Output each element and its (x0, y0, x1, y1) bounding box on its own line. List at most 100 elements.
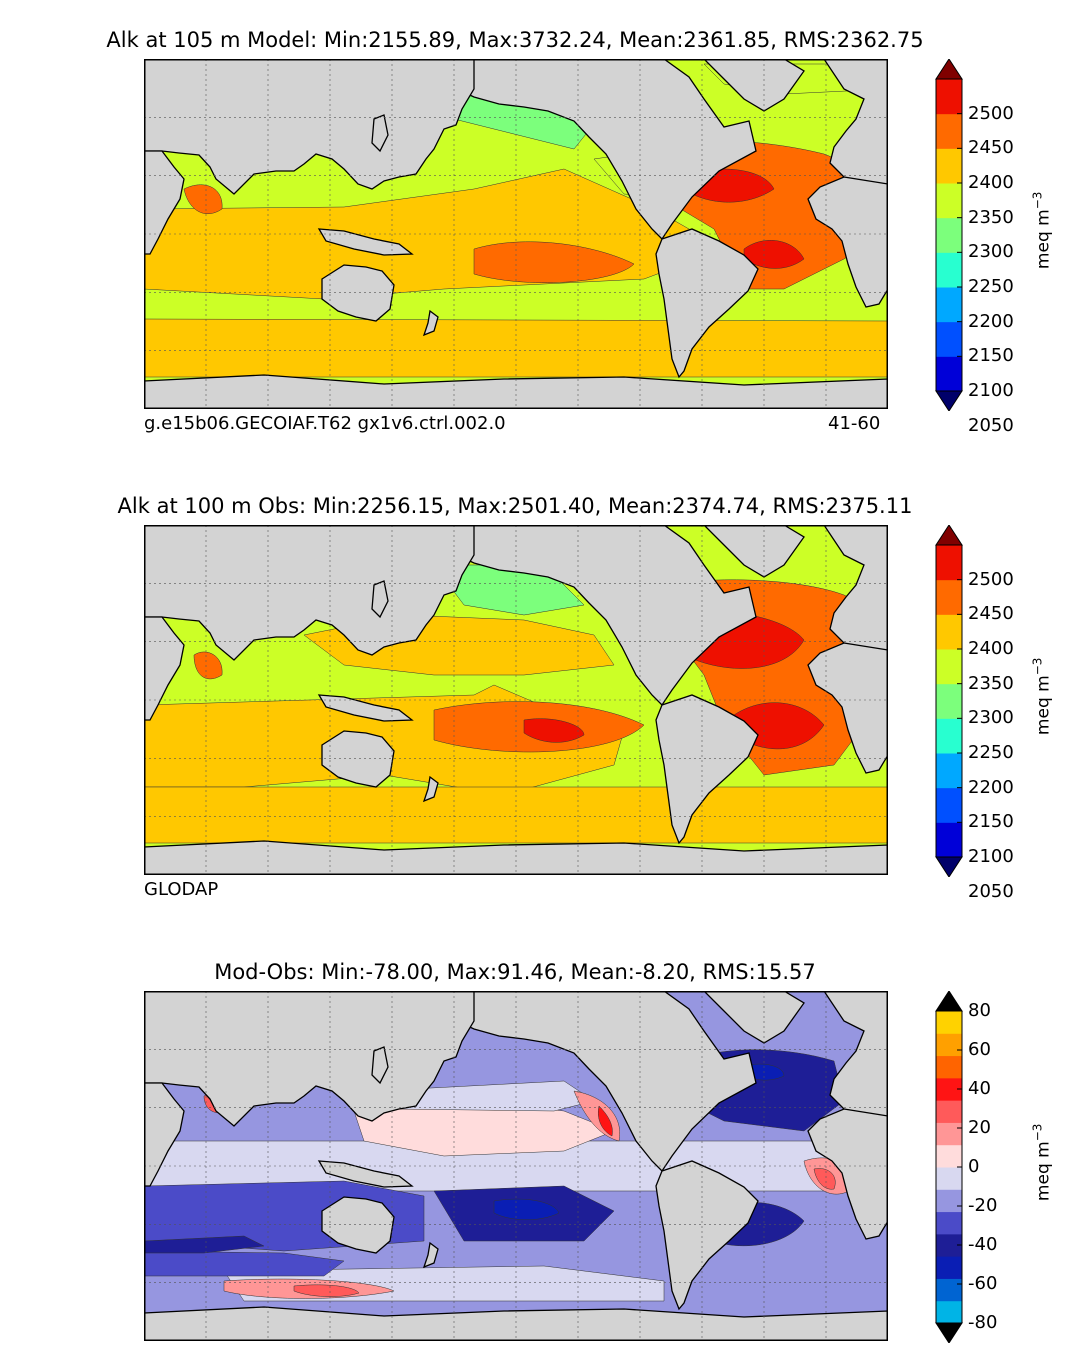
land-australia (321, 730, 395, 788)
land-greenland (703, 59, 805, 112)
panel-title: Alk at 100 m Obs: Min:2256.15, Max:2501.… (117, 494, 913, 518)
colorbar-unit-label: meq m−3 (1031, 180, 1054, 280)
colorbar-extend-min (935, 390, 963, 411)
colorbar-unit-text: meq m (1033, 1141, 1054, 1202)
land-africa (807, 1108, 888, 1240)
land-samerica (655, 228, 759, 379)
colorbar-segment (936, 614, 962, 650)
colorbar-tick-label: 2350 (968, 206, 1014, 228)
colorbar-tick-label: 2400 (968, 172, 1014, 193)
contour-region (293, 1284, 360, 1297)
land-africa (807, 642, 888, 774)
colorbar-model: 2500 2450 2400 2350 2300 2250 2200 2150 2100 2050… (930, 59, 1070, 436)
colorbar-tick-label: 2450 (968, 603, 1014, 625)
land-greenland (703, 991, 805, 1044)
ocean-map-model (144, 59, 888, 409)
colorbar-segment (936, 217, 962, 253)
land-europe (823, 991, 888, 1122)
map-frame (144, 991, 888, 1341)
panel-footer-left: g.e15b06.GECOIAF.T62 gx1v6.ctrl.002.0 (144, 413, 506, 434)
colorbar-obs: 2500 2450 2400 2350 2300 2250 2200 2150 2100 2050… (930, 525, 1070, 902)
colorbar-segment (936, 79, 962, 115)
colorbar-tick-label: 2350 (968, 672, 1014, 694)
colorbar-tick-label: 2150 (968, 345, 1014, 367)
colorbar-segment (936, 545, 962, 581)
colorbar-segment (936, 787, 962, 823)
panel-diff: Mod-Obs: Min:-78.00, Max:91.46, Mean:-8.… (0, 932, 1088, 1372)
land-samerica (655, 1160, 759, 1311)
colorbar-segment (936, 287, 962, 323)
colorbar-segment (936, 1011, 962, 1034)
colorbar-tick-label: 20 (968, 1117, 991, 1138)
contour-region (193, 651, 223, 680)
land-australia (321, 1196, 395, 1254)
land-eurasia (144, 991, 475, 1127)
colorbar-extend-min (935, 1322, 963, 1343)
colorbar-graphic (935, 991, 963, 1343)
colorbar-segment (936, 1077, 962, 1101)
colorbar-segment (936, 683, 962, 719)
land-europe (823, 525, 888, 656)
colorbar-tick-label: 2050 (968, 414, 1014, 436)
colorbar-tick-label: 2300 (968, 707, 1014, 729)
colorbar-tick-label: -20 (968, 1195, 998, 1216)
colorbar-segment (936, 1189, 962, 1213)
map-frame (144, 525, 888, 875)
contour-region (473, 241, 635, 283)
colorbar-segment (936, 822, 962, 858)
land-japan (371, 580, 389, 619)
colorbar-outline (935, 544, 963, 858)
colorbar-extend-max (935, 59, 963, 80)
map-frame (144, 59, 888, 409)
panel-footer-left: GLODAP (144, 879, 219, 900)
colorbar-tick-label: 2400 (968, 638, 1014, 659)
colorbar-outline (935, 78, 963, 392)
colorbar-tick-label: 2150 (968, 811, 1014, 833)
colorbar-segment (936, 1278, 962, 1302)
colorbar-tick-label: 60 (968, 1039, 991, 1060)
colorbar-segment (936, 1167, 962, 1190)
colorbar-segment (936, 356, 962, 392)
land-newzealand (422, 309, 439, 337)
colorbar-tick-label: 2500 (968, 568, 1014, 590)
contour-region (493, 1198, 560, 1220)
land-africa (807, 176, 888, 308)
colorbar-segment (936, 1211, 962, 1235)
colorbar-segment (936, 113, 962, 149)
contour-region (183, 184, 223, 214)
colorbar-graphic (935, 525, 963, 877)
gridlines (144, 525, 888, 875)
land-indonesia (317, 694, 414, 722)
colorbar-unit-label: meq m−3 (1031, 1112, 1054, 1212)
land-newzealand (422, 1241, 439, 1269)
colorbar-tick-label: 2450 (968, 137, 1014, 159)
land-africa2 (144, 1082, 185, 1187)
colorbar-unit-exponent: −3 (1030, 1123, 1045, 1142)
contour-region (144, 1250, 345, 1277)
colorbar-tick-label: 2050 (968, 880, 1014, 902)
land-greenland (703, 525, 805, 578)
land-europe (823, 59, 888, 190)
colorbar-tick-label: -80 (968, 1312, 998, 1333)
colorbar-tick-label: 2200 (968, 310, 1014, 332)
land-australia (321, 264, 395, 322)
ocean-map-diff (144, 991, 888, 1341)
land-eurasia (144, 525, 475, 661)
colorbar-unit-text: meq m (1033, 675, 1054, 736)
colorbar-tick-label: 2250 (968, 742, 1014, 763)
colorbar-extend-max (935, 991, 963, 1012)
colorbar-segment (936, 718, 962, 754)
colorbar-segment (936, 321, 962, 357)
colorbar-segment (936, 1122, 962, 1146)
colorbar-unit-exponent: −3 (1030, 191, 1045, 210)
contour-region (523, 718, 585, 743)
colorbar-segment (936, 252, 962, 288)
panel-title: Mod-Obs: Min:-78.00, Max:91.46, Mean:-8.… (214, 960, 816, 984)
colorbar-unit-exponent: −3 (1030, 657, 1045, 676)
panel-title: Alk at 105 m Model: Min:2155.89, Max:373… (106, 28, 924, 52)
colorbar-unit-label: meq m−3 (1031, 646, 1054, 746)
contour-region (813, 1168, 836, 1190)
land-japan (371, 114, 389, 153)
land-japan (371, 1046, 389, 1085)
land-samerica (655, 694, 759, 845)
